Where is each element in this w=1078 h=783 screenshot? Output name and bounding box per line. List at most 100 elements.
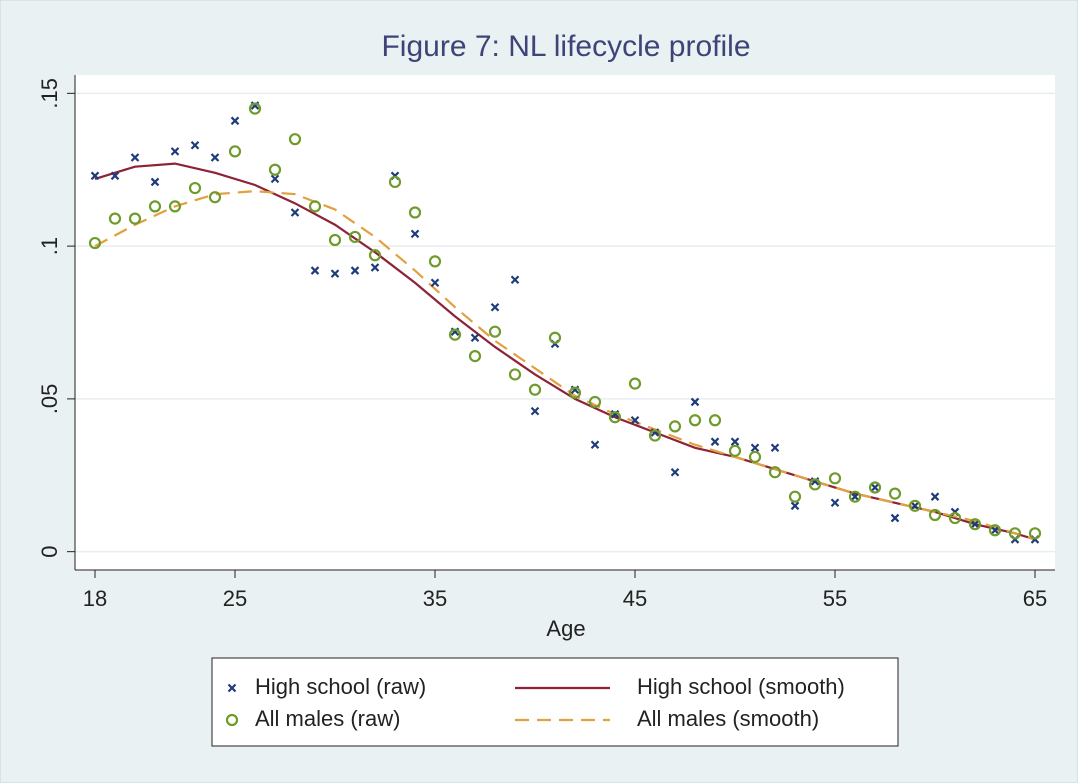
point — [988, 524, 1002, 537]
x-tick-label: 18 — [83, 586, 107, 611]
point — [368, 249, 382, 262]
point — [210, 153, 220, 162]
point — [588, 395, 602, 409]
point — [548, 331, 562, 344]
point — [448, 328, 462, 341]
point — [868, 481, 882, 494]
point — [230, 116, 240, 126]
x-tick-label: 35 — [423, 586, 447, 611]
point — [690, 397, 700, 407]
point — [750, 443, 760, 453]
point — [90, 171, 100, 181]
point — [968, 518, 982, 531]
point — [468, 350, 482, 363]
point — [350, 266, 360, 275]
point — [88, 236, 102, 250]
point — [768, 466, 782, 479]
point — [830, 498, 840, 508]
legend-label: High school (raw) — [255, 674, 426, 699]
point — [490, 302, 500, 312]
point — [890, 513, 900, 523]
point — [788, 490, 802, 503]
point — [308, 200, 322, 213]
point — [850, 492, 860, 501]
x-tick-label: 45 — [623, 586, 647, 611]
legend-label: High school (smooth) — [637, 674, 845, 699]
point — [648, 429, 662, 442]
point — [870, 483, 880, 492]
point — [730, 437, 740, 446]
point — [828, 472, 842, 485]
point — [150, 177, 160, 187]
point — [428, 255, 442, 268]
point — [630, 416, 640, 425]
point — [728, 444, 742, 457]
point — [170, 147, 180, 156]
point — [628, 377, 642, 390]
point — [1008, 527, 1022, 540]
line — [94, 162, 1036, 541]
point — [590, 440, 600, 449]
point — [848, 490, 862, 503]
y-tick-label: .1 — [37, 237, 62, 255]
point — [188, 181, 202, 195]
legend — [211, 657, 899, 747]
point — [608, 411, 622, 424]
x-axis-label: Age — [546, 616, 585, 641]
point — [190, 141, 200, 150]
chart-title: Figure 7: NL lifecycle profile — [381, 30, 750, 63]
point — [710, 437, 720, 446]
point — [948, 511, 962, 525]
point — [708, 414, 722, 427]
point — [530, 406, 540, 416]
point — [148, 200, 162, 213]
point — [290, 208, 300, 217]
point — [488, 325, 502, 338]
legend-swatch — [227, 683, 237, 693]
point — [108, 212, 122, 225]
legend-swatch — [225, 713, 239, 727]
x-tick-label: 65 — [1023, 586, 1047, 611]
point — [970, 519, 980, 529]
point — [328, 233, 342, 247]
point — [370, 263, 380, 272]
point — [168, 200, 182, 213]
point — [408, 206, 422, 219]
point — [130, 153, 140, 162]
point — [310, 266, 320, 275]
point — [128, 212, 142, 225]
y-tick-label: .05 — [37, 384, 62, 415]
point — [908, 499, 922, 512]
point — [430, 278, 440, 288]
point — [668, 420, 682, 433]
point — [508, 368, 522, 381]
point — [568, 386, 582, 399]
point — [388, 175, 402, 189]
legend-label: All males (raw) — [255, 706, 400, 731]
point — [790, 501, 800, 511]
point — [748, 450, 762, 464]
point — [268, 163, 282, 176]
point — [1028, 527, 1042, 540]
point — [248, 102, 262, 115]
point — [110, 171, 120, 181]
legend-label: All males (smooth) — [637, 706, 819, 731]
y-tick-label: 0 — [37, 546, 62, 558]
point — [688, 414, 702, 427]
point — [928, 508, 942, 522]
point — [330, 269, 340, 278]
point — [348, 230, 362, 244]
plot-area — [75, 75, 1055, 570]
point — [470, 333, 480, 343]
point — [410, 229, 420, 239]
point — [910, 501, 920, 511]
point — [270, 174, 280, 184]
point — [670, 467, 680, 477]
point — [770, 443, 780, 453]
point — [288, 133, 302, 146]
point — [528, 383, 542, 396]
point — [208, 191, 222, 204]
x-tick-label: 55 — [823, 586, 847, 611]
point — [990, 526, 1000, 535]
